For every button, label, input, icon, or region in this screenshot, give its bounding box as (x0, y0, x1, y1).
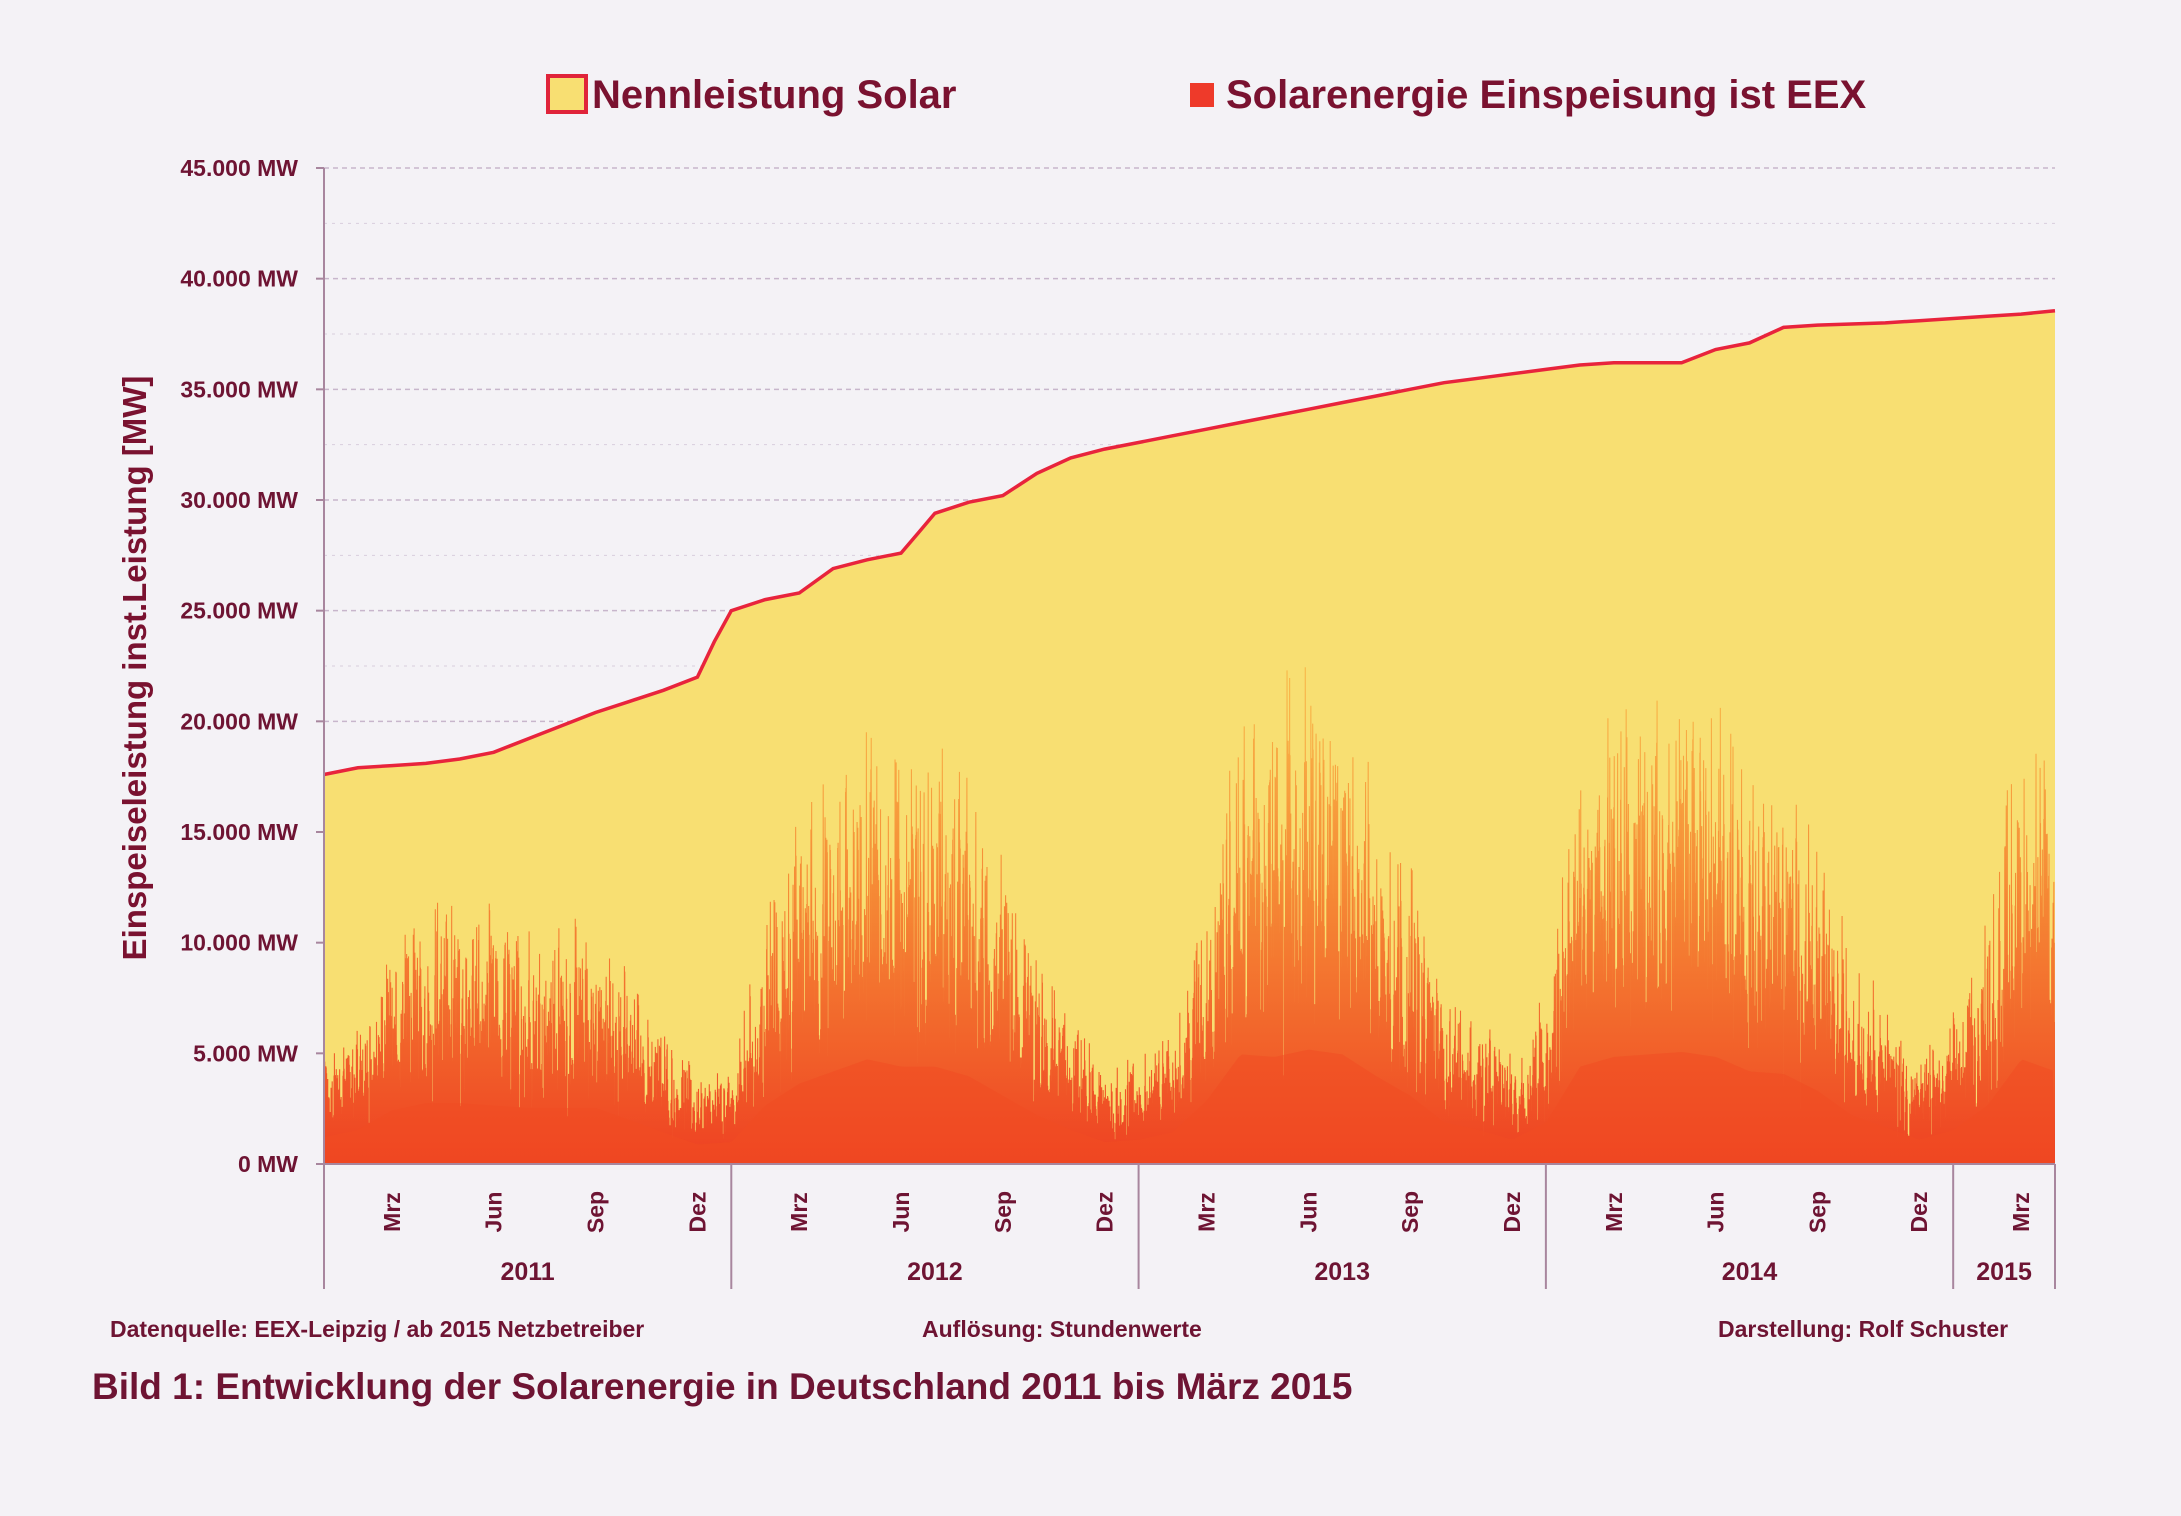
y-tick-label-0: 0 MW (238, 1151, 298, 1177)
x-tick-labels: Mrz Jun Sep Dez Mrz Jun Sep Dez Mrz Jun Sep Dez Mrz J… (379, 1191, 2034, 1286)
x-tick-label-12: Mrz (1601, 1192, 1627, 1232)
y-tick-label-1: 5.000 MW (193, 1040, 298, 1066)
feed-in-series (324, 667, 2055, 1164)
y-tick-label-7: 35.000 MW (180, 376, 298, 402)
x-tick-label-4: Mrz (786, 1192, 812, 1232)
year-label-2011: 2011 (500, 1258, 554, 1286)
y-tick-label-6: 30.000 MW (180, 487, 298, 513)
axes (316, 167, 2056, 1289)
x-tick-label-8: Mrz (1194, 1192, 1220, 1232)
y-tick-label-5: 25.000 MW (180, 598, 298, 624)
feed-in-base (324, 1049, 2055, 1164)
x-tick-label-5: Jun (888, 1192, 914, 1233)
legend-label-capacity: Nennleistung Solar (592, 73, 957, 117)
y-tick-label-4: 20.000 MW (180, 708, 298, 734)
x-tick-label-13: Jun (1703, 1192, 1729, 1233)
legend-label-feed-in: Solarenergie Einspeisung ist EEX (1226, 73, 1867, 117)
x-tick-label-9: Jun (1295, 1192, 1321, 1233)
x-tick-label-16: Mrz (2008, 1192, 2034, 1232)
x-tick-label-10: Sep (1397, 1191, 1423, 1233)
y-axis-label: Einspeiseleistung inst.Leistung [MW] (116, 376, 153, 961)
year-label-2015: 2015 (1976, 1258, 2032, 1286)
x-tick-label-7: Dez (1092, 1192, 1118, 1233)
x-tick-label-3: Dez (684, 1192, 710, 1233)
year-label-2013: 2013 (1314, 1258, 1370, 1286)
year-label-2014: 2014 (1722, 1258, 1778, 1286)
y-tick-label-3: 15.000 MW (180, 819, 298, 845)
y-tick-label-2: 10.000 MW (180, 930, 298, 956)
footer-resolution: Auflösung: Stundenwerte (922, 1316, 1202, 1342)
x-tick-label-6: Sep (990, 1191, 1016, 1233)
y-tick-labels: 0 MW 5.000 MW 10.000 MW 15.000 MW 20.000 MW 2… (180, 155, 298, 1177)
year-label-2012: 2012 (907, 1258, 963, 1286)
legend: Nennleistung Solar Solarenergie Einspeis… (546, 73, 1867, 117)
legend-swatch-capacity (546, 74, 588, 114)
x-tick-label-14: Sep (1804, 1191, 1830, 1233)
footer-author: Darstellung: Rolf Schuster (1718, 1316, 2009, 1342)
capacity-line-group (323, 309, 2056, 777)
figure-caption: Bild 1: Entwicklung der Solarenergie in … (92, 1366, 1353, 1407)
x-tick-label-0: Mrz (379, 1192, 405, 1232)
capacity-line (323, 309, 2056, 777)
x-tick-label-1: Jun (481, 1192, 507, 1233)
y-tick-label-8: 40.000 MW (180, 266, 298, 292)
y-tick-label-9: 45.000 MW (180, 155, 298, 181)
x-tick-label-2: Sep (583, 1191, 609, 1233)
x-tick-label-15: Dez (1906, 1192, 1932, 1233)
legend-swatch-feed-in (1190, 83, 1214, 107)
footer-source: Datenquelle: EEX-Leipzig / ab 2015 Netzb… (110, 1316, 645, 1342)
x-tick-label-11: Dez (1499, 1192, 1525, 1233)
